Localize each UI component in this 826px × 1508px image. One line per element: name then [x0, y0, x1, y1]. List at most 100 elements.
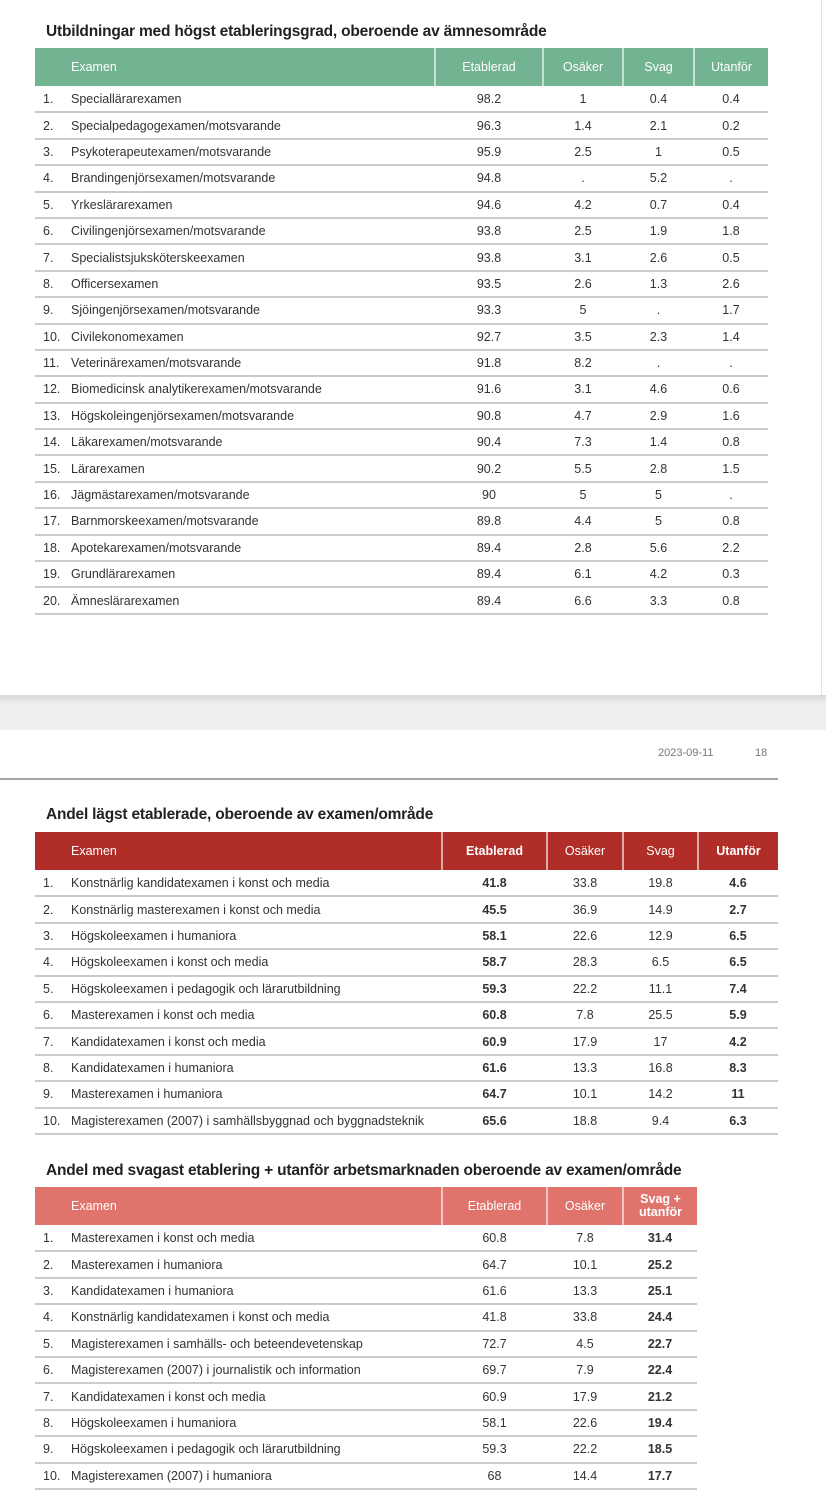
table-row: 4. Konstnärlig kandidatexamen i konst och… — [35, 1304, 697, 1332]
value-cell: 7.4 — [698, 975, 778, 1003]
exam-name: Biomedicinsk analytikerexamen/motsvarand… — [71, 382, 322, 397]
value-cell: 14.4 — [547, 1462, 623, 1490]
exam-cell: 6. Masterexamen i konst och media — [35, 1001, 442, 1030]
value-cell: 89.4 — [435, 587, 543, 615]
exam-cell: 13. Högskoleingenjörsexamen/motsvarande — [35, 402, 435, 431]
exam-name: Högskoleexamen i pedagogik och lärarutbi… — [71, 981, 341, 996]
value-cell: . — [694, 165, 768, 193]
value-cell: 1.3 — [623, 270, 694, 299]
table-row: 5. Högskoleexamen i pedagogik och lärarut… — [35, 975, 778, 1003]
table2-title: Andel lägst etablerade, oberoende av exa… — [46, 806, 434, 823]
value-cell: 4.2 — [543, 191, 623, 219]
document-page-17: Utbildningar med högst etableringsgrad, … — [0, 0, 822, 695]
value-cell: 1.9 — [623, 217, 694, 246]
value-cell: 24.4 — [623, 1304, 697, 1332]
value-cell: 65.6 — [442, 1107, 547, 1135]
table-row: 7. Specialistsjuksköterskeexamen 93.8 3.1 2.… — [35, 244, 768, 272]
page-number: 18 — [755, 747, 768, 759]
exam-name: Veterinärexamen/motsvarande — [71, 356, 242, 371]
value-cell: 64.7 — [442, 1081, 547, 1109]
exam-name: Kandidatexamen i konst och media — [71, 1389, 266, 1404]
table-row: 2. Masterexamen i humaniora 64.7 10.1 25.2 — [35, 1251, 697, 1279]
exam-cell: 6. Civilingenjörsexamen/motsvarande — [35, 217, 435, 246]
value-cell: 2.8 — [623, 455, 694, 483]
value-cell: 7.8 — [547, 1225, 623, 1253]
table-row: 1. Konstnärlig kandidatexamen i konst och… — [35, 870, 778, 898]
exam-name: Masterexamen i humaniora — [71, 1087, 223, 1102]
value-cell: 90.4 — [435, 429, 543, 457]
exam-cell: 8. Kandidatexamen i humaniora — [35, 1054, 442, 1083]
rank-number: 8. — [43, 276, 54, 291]
value-cell: 2.3 — [623, 323, 694, 351]
value-cell: 90.8 — [435, 402, 543, 431]
highest-establishment-table: Examen Etablerad Osäker Svag Utanför 1. S… — [35, 48, 768, 615]
value-cell: 19.4 — [623, 1409, 697, 1438]
rank-number: 5. — [43, 1336, 54, 1351]
exam-cell: 1. Konstnärlig kandidatexamen i konst och… — [35, 870, 442, 898]
exam-name: Magisterexamen (2007) i journalistik och… — [71, 1363, 361, 1378]
rank-number: 6. — [43, 224, 54, 239]
rank-number: 2. — [43, 1257, 54, 1272]
table-row: 9. Högskoleexamen i pedagogik och lärarut… — [35, 1436, 697, 1464]
column-header-utanfor: Utanför — [697, 832, 778, 870]
table-row: 1. Masterexamen i konst och media 60.8 7.8 3… — [35, 1225, 697, 1253]
table-row: 19. Grundlärarexamen 89.4 6.1 4.2 0.3 — [35, 561, 768, 589]
exam-name: Brandingenjörsexamen/motsvarande — [71, 171, 276, 186]
exam-cell: 9. Högskoleexamen i pedagogik och lärarut… — [35, 1436, 442, 1464]
value-cell: 2.9 — [623, 402, 694, 431]
exam-name: Civilekonomexamen — [71, 329, 184, 344]
table-row: 4. Brandingenjörsexamen/motsvarande 94.8. 5… — [35, 165, 768, 193]
exam-name: Konstnärlig kandidatexamen i konst och m… — [71, 1310, 330, 1325]
value-cell: 64.7 — [442, 1251, 547, 1279]
column-header-svag: Svag — [622, 48, 694, 86]
rank-number: 7. — [43, 1389, 54, 1404]
value-cell: 2.8 — [543, 534, 623, 563]
table-row: 16. Jägmästarexamen/motsvarande 90 5 5. — [35, 481, 768, 510]
rank-number: 11. — [43, 356, 60, 371]
table-row: 20. Ämneslärarexamen 89.4 6.6 3.3 0.8 — [35, 587, 768, 615]
value-cell: 13.3 — [547, 1054, 623, 1083]
value-cell: 1.4 — [623, 429, 694, 457]
value-cell: 89.4 — [435, 561, 543, 589]
value-cell: 0.8 — [694, 508, 768, 536]
exam-cell: 5. Magisterexamen i samhälls- och beteend… — [35, 1330, 442, 1358]
value-cell: 22.6 — [547, 922, 623, 951]
exam-name: Apotekarexamen/motsvarande — [71, 540, 242, 555]
value-cell: 13.3 — [547, 1277, 623, 1306]
table-row: 7. Kandidatexamen i konst och media 60.9 17… — [35, 1383, 697, 1411]
rank-number: 10. — [43, 329, 61, 344]
rank-number: 9. — [43, 303, 54, 318]
value-cell: 5 — [543, 297, 623, 325]
header-divider — [0, 778, 778, 780]
column-header-osaker: Osäker — [546, 832, 623, 870]
value-cell: 0.5 — [694, 244, 768, 272]
value-cell: 6.3 — [698, 1107, 778, 1135]
exam-cell: 3. Kandidatexamen i humaniora — [35, 1277, 442, 1306]
value-cell: 1.8 — [694, 217, 768, 246]
exam-cell: 5. Högskoleexamen i pedagogik och lärarut… — [35, 975, 442, 1003]
exam-name: Läkarexamen/motsvarande — [71, 435, 223, 450]
table-row: 5. Magisterexamen i samhälls- och beteend… — [35, 1330, 697, 1358]
exam-name: Masterexamen i konst och media — [71, 1230, 255, 1245]
table-row: 2. Konstnärlig masterexamen i konst och m… — [35, 896, 778, 924]
exam-name: Högskoleingenjörsexamen/motsvarande — [71, 408, 295, 423]
value-cell: 45.5 — [442, 896, 547, 924]
exam-name: Civilingenjörsexamen/motsvarande — [71, 224, 266, 239]
value-cell: 5.6 — [623, 534, 694, 563]
exam-cell: 12. Biomedicinsk analytikerexamen/motsvar… — [35, 376, 435, 404]
column-header-examen: Examen — [35, 1187, 442, 1225]
exam-cell: 10. Magisterexamen (2007) i humaniora — [35, 1462, 442, 1490]
exam-cell: 17. Barnmorskeexamen/motsvarande — [35, 508, 435, 536]
value-cell: 2.6 — [623, 244, 694, 272]
exam-cell: 10. Magisterexamen (2007) i samhällsbyggn… — [35, 1107, 442, 1135]
exam-cell: 2. Konstnärlig masterexamen i konst och m… — [35, 896, 442, 924]
value-cell: 2.6 — [694, 270, 768, 299]
rank-number: 3. — [43, 144, 54, 159]
table-row: 15. Lärarexamen 90.2 5.5 2.8 1.5 — [35, 455, 768, 483]
exam-cell: 10. Civilekonomexamen — [35, 323, 435, 351]
value-cell: 22.7 — [623, 1330, 697, 1358]
value-cell: 41.8 — [442, 870, 547, 898]
column-header-osaker: Osäker — [546, 1187, 623, 1225]
table-row: 6. Civilingenjörsexamen/motsvarande 93.8 2.… — [35, 217, 768, 246]
value-cell: 2.7 — [698, 896, 778, 924]
